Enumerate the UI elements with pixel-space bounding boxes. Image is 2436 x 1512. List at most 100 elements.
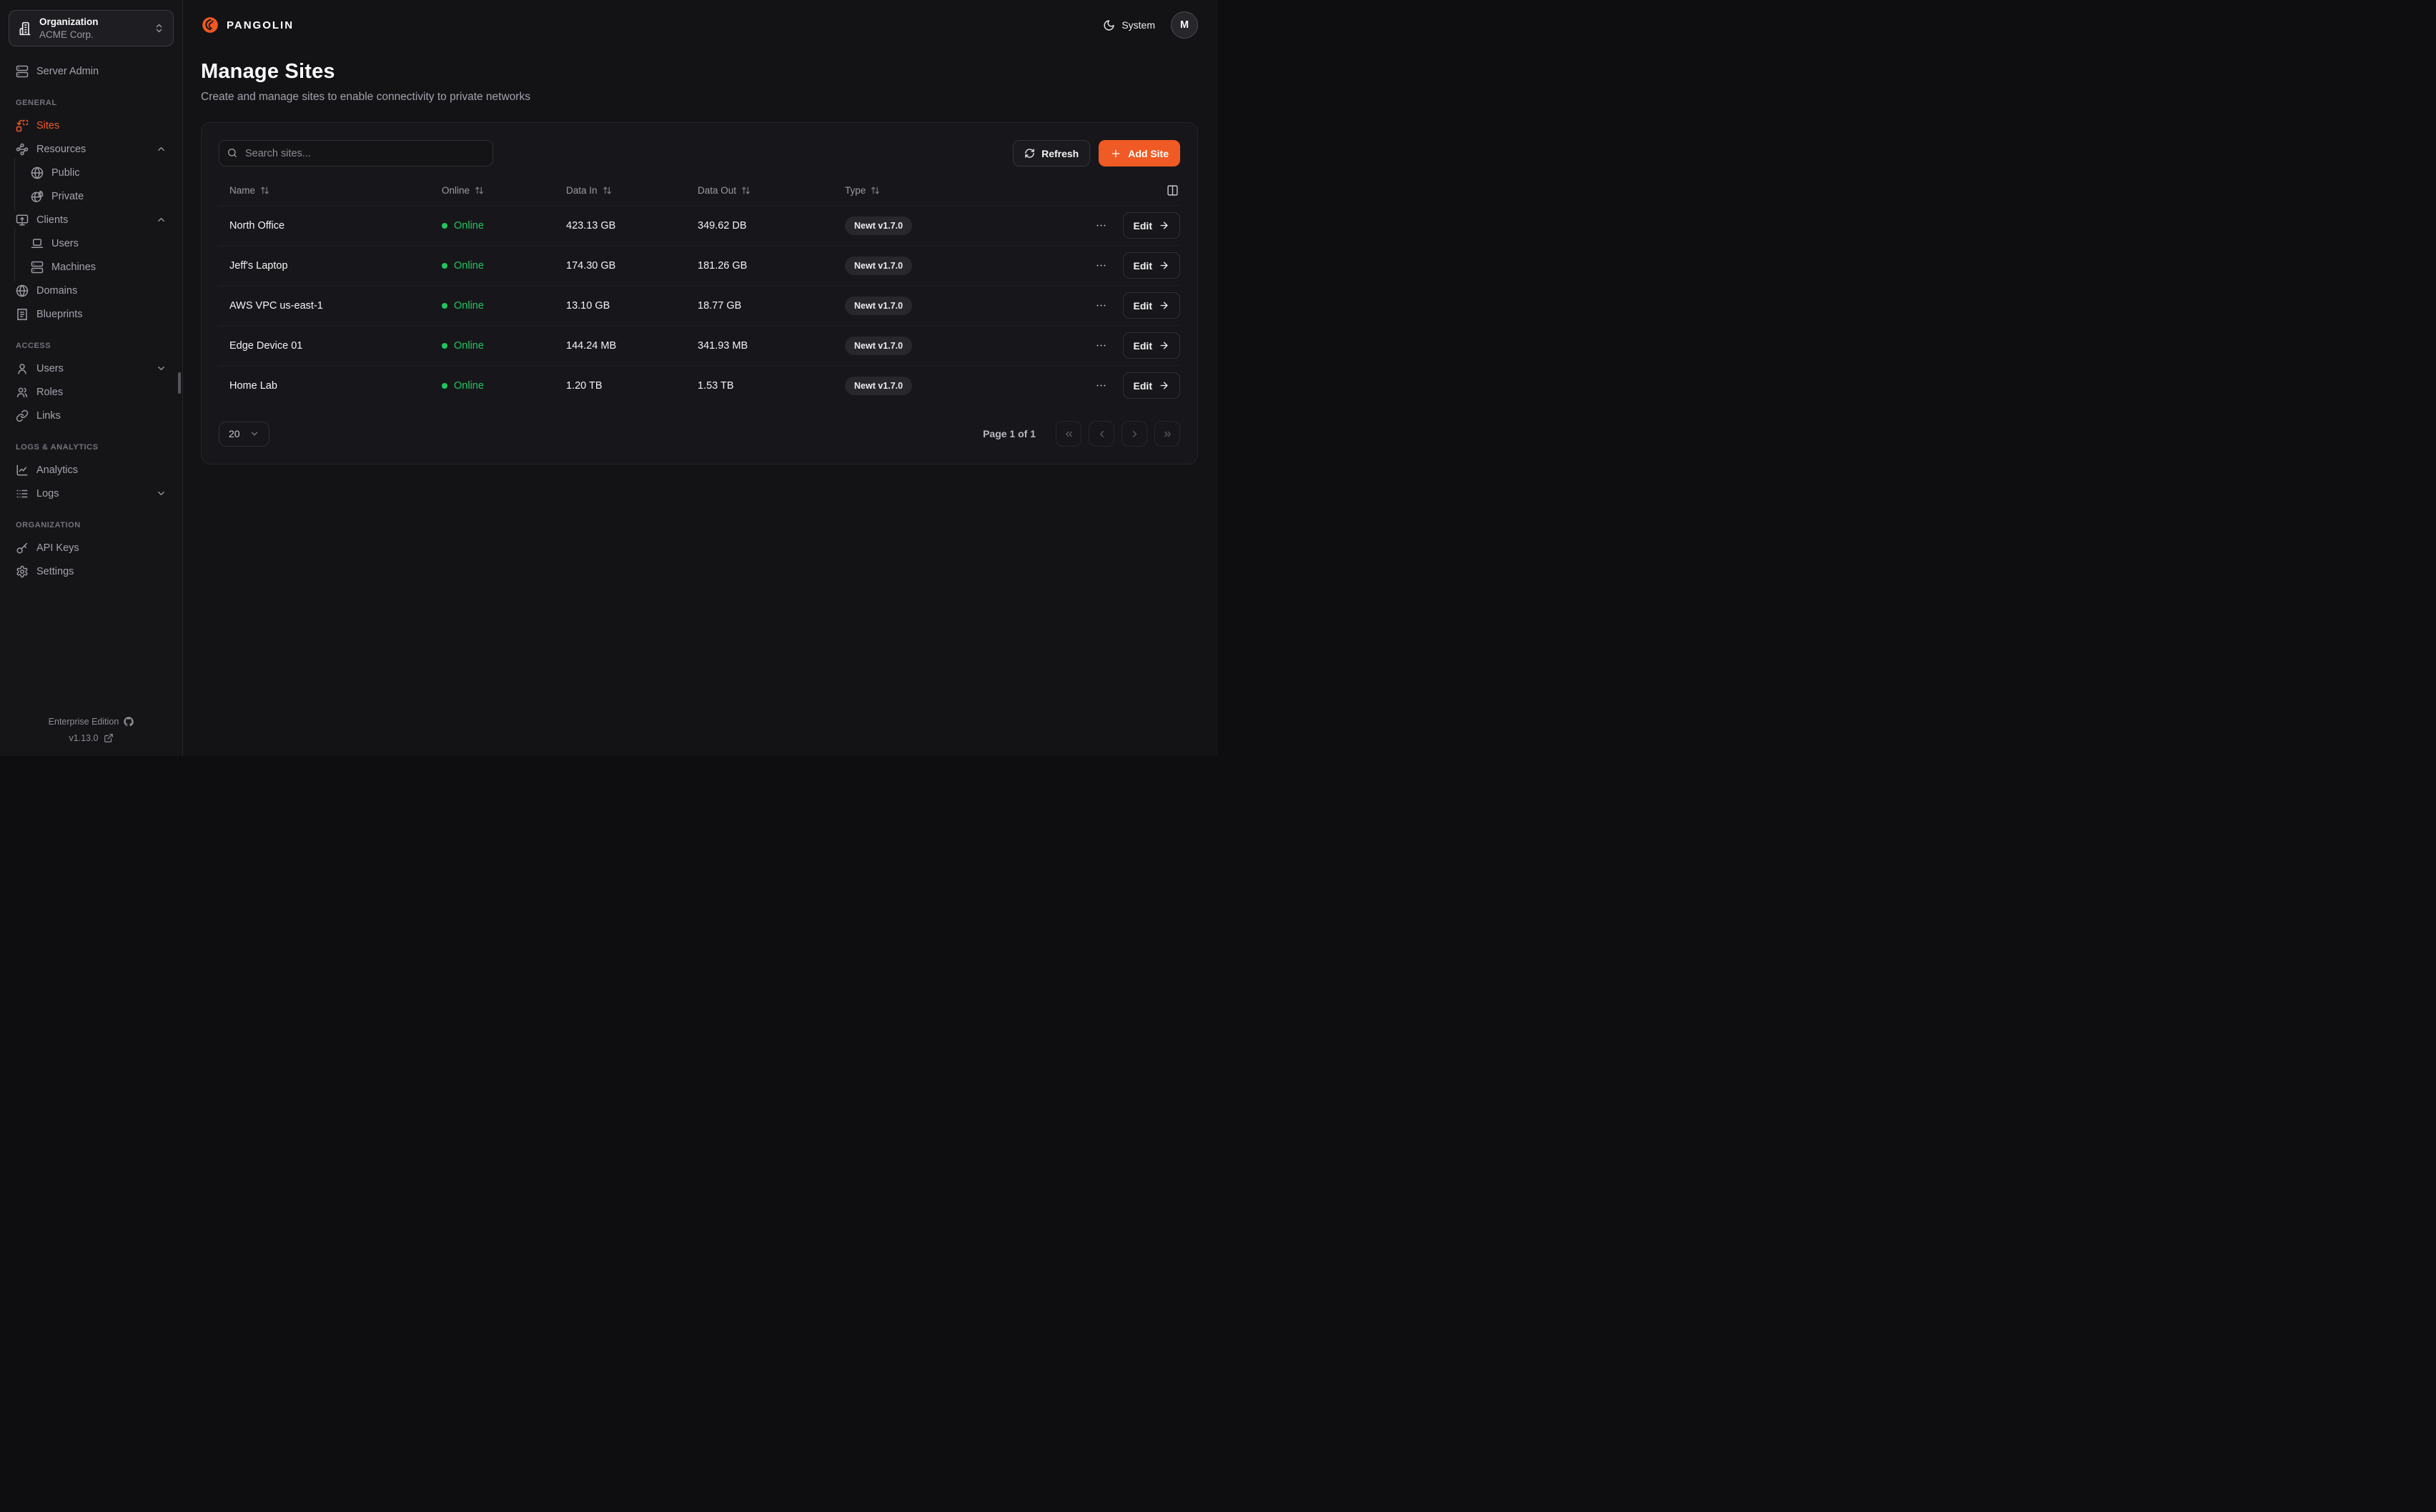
col-header-name[interactable]: Name <box>229 185 442 196</box>
ellipsis-icon <box>1095 259 1107 272</box>
chevron-down-icon <box>156 488 167 499</box>
org-selector[interactable]: Organization ACME Corp. <box>9 10 174 46</box>
search-input[interactable] <box>219 140 493 166</box>
edit-button[interactable]: Edit <box>1122 372 1180 399</box>
online-status: Online <box>454 379 484 392</box>
laptop-icon <box>31 237 44 250</box>
sidebar-item-clients[interactable]: Clients <box>9 208 174 232</box>
row-menu-button[interactable] <box>1092 337 1110 354</box>
data-in: 174.30 GB <box>566 259 616 272</box>
edit-button[interactable]: Edit <box>1122 292 1180 319</box>
data-in: 423.13 GB <box>566 219 616 232</box>
chart-icon <box>16 464 29 477</box>
edition-label: Enterprise Edition <box>48 717 119 727</box>
user-icon <box>16 362 29 375</box>
nav-section-label: ORGANIZATION <box>16 521 81 529</box>
brand-logo-link[interactable]: PANGOLIN <box>201 16 294 34</box>
table-row: AWS VPC us-east-1 Online 13.10 GB 18.77 … <box>219 285 1180 325</box>
sidebar-item-settings[interactable]: Settings <box>9 559 174 583</box>
github-icon <box>124 717 134 727</box>
external-link-icon <box>104 733 114 743</box>
type-badge: Newt v1.7.0 <box>845 256 913 275</box>
chevrons-left-icon <box>1064 429 1074 439</box>
topbar: PANGOLIN System M <box>201 0 1198 50</box>
version-link[interactable]: v1.13.0 <box>69 733 113 743</box>
key-icon <box>16 542 29 554</box>
column-visibility-button[interactable] <box>1165 183 1180 198</box>
edit-button[interactable]: Edit <box>1122 252 1180 279</box>
online-dot <box>442 302 447 309</box>
online-dot <box>442 262 447 269</box>
sidebar-item-server-admin[interactable]: Server Admin <box>9 59 174 83</box>
sidebar-item-roles[interactable]: Roles <box>9 380 174 404</box>
plus-icon <box>1110 148 1122 159</box>
row-menu-button[interactable] <box>1092 217 1110 234</box>
ellipsis-icon <box>1095 379 1107 392</box>
col-header-online[interactable]: Online <box>442 185 566 196</box>
edit-button[interactable]: Edit <box>1122 332 1180 359</box>
monitor-up-icon <box>16 214 29 227</box>
data-out: 341.93 MB <box>698 339 748 352</box>
add-site-button[interactable]: Add Site <box>1099 140 1180 166</box>
edit-button[interactable]: Edit <box>1122 212 1180 239</box>
refresh-icon <box>1024 148 1035 159</box>
type-badge: Newt v1.7.0 <box>845 296 913 315</box>
last-page-button[interactable] <box>1154 421 1180 447</box>
sidebar-scrollbar-thumb[interactable] <box>178 372 181 394</box>
table-toolbar: Refresh Add Site <box>219 140 1180 166</box>
col-header-data-out[interactable]: Data Out <box>698 185 845 196</box>
sidebar-item-clients-machines[interactable]: Machines <box>9 252 174 282</box>
pagination: 20 Page 1 of 1 <box>219 421 1180 447</box>
sidebar-item-links[interactable]: Links <box>9 404 174 427</box>
page-size-select[interactable]: 20 <box>219 421 269 447</box>
site-name: Edge Device 01 <box>229 339 303 352</box>
edit-label: Edit <box>1133 219 1152 232</box>
data-out: 1.53 TB <box>698 379 734 392</box>
nav-section-label: GENERAL <box>16 99 57 107</box>
sidebar-item-resources-private[interactable]: Private <box>9 181 174 211</box>
org-selector-value: ACME Corp. <box>39 29 94 40</box>
refresh-button[interactable]: Refresh <box>1013 140 1091 166</box>
col-header-data-in[interactable]: Data In <box>566 185 698 196</box>
columns-icon <box>1167 184 1179 197</box>
sidebar-item-resources[interactable]: Resources <box>9 137 174 161</box>
globe-icon <box>16 284 29 297</box>
avatar[interactable]: M <box>1171 11 1198 39</box>
sidebar-item-resources-public[interactable]: Public <box>9 158 174 187</box>
sidebar-item-sites[interactable]: Sites <box>9 114 174 137</box>
server-icon <box>16 65 29 78</box>
sidebar-item-domains[interactable]: Domains <box>9 279 174 302</box>
page-indicator: Page 1 of 1 <box>983 428 1036 439</box>
arrow-right-icon <box>1159 220 1169 231</box>
row-menu-button[interactable] <box>1092 377 1110 394</box>
first-page-button[interactable] <box>1056 421 1081 447</box>
edit-label: Edit <box>1133 379 1152 392</box>
sidebar-item-blueprints[interactable]: Blueprints <box>9 302 174 326</box>
users-icon <box>16 386 29 399</box>
sidebar-item-api-keys[interactable]: API Keys <box>9 536 174 559</box>
chevron-down-icon <box>156 363 167 374</box>
theme-toggle[interactable]: System <box>1103 19 1155 31</box>
col-header-type[interactable]: Type <box>845 185 1165 196</box>
sidebar-item-users[interactable]: Users <box>9 357 174 380</box>
data-out: 181.26 GB <box>698 259 748 272</box>
table-row: Edge Device 01 Online 144.24 MB 341.93 M… <box>219 325 1180 365</box>
pangolin-logo-icon <box>202 17 218 33</box>
row-menu-button[interactable] <box>1092 257 1110 274</box>
table-row: North Office Online 423.13 GB 349.62 DB … <box>219 205 1180 245</box>
edition-link[interactable]: Enterprise Edition <box>49 717 134 727</box>
chevrons-up-down-icon <box>154 23 164 34</box>
sidebar: Organization ACME Corp. Server Admin GENE… <box>0 0 183 756</box>
previous-page-button[interactable] <box>1089 421 1114 447</box>
sort-icon <box>603 186 612 195</box>
arrow-right-icon <box>1159 340 1169 351</box>
row-menu-button[interactable] <box>1092 297 1110 314</box>
sidebar-item-clients-users[interactable]: Users <box>9 229 174 258</box>
sidebar-item-logs[interactable]: Logs <box>9 482 174 505</box>
online-status: Online <box>454 339 484 352</box>
next-page-button[interactable] <box>1122 421 1147 447</box>
online-dot <box>442 382 447 389</box>
arrow-right-icon <box>1159 300 1169 311</box>
sidebar-item-analytics[interactable]: Analytics <box>9 458 174 482</box>
avatar-initial: M <box>1179 19 1189 31</box>
